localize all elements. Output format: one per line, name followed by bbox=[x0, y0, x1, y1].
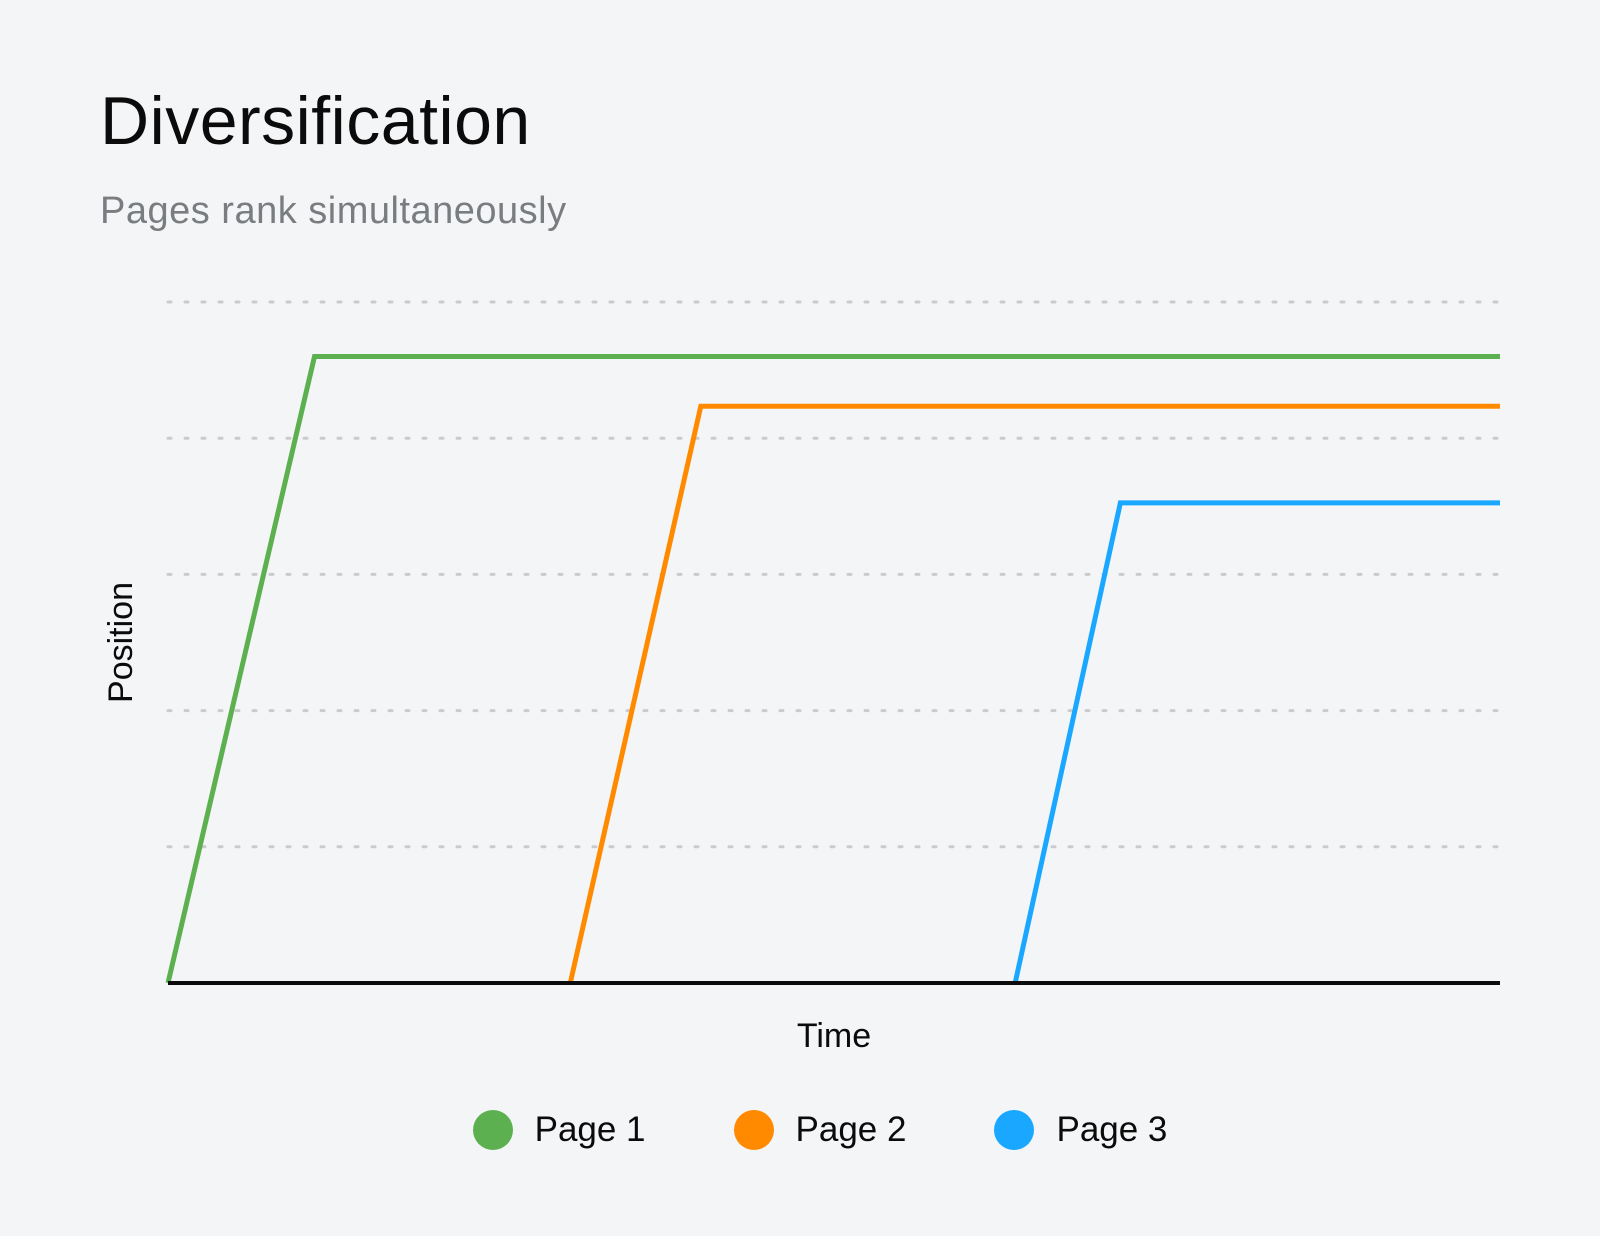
legend-item-page-3: Page 3 bbox=[994, 1110, 1167, 1150]
legend-label-page-1: Page 1 bbox=[534, 1110, 646, 1149]
legend-label-page-3: Page 3 bbox=[1056, 1110, 1168, 1149]
series-line-page-2 bbox=[567, 403, 1500, 984]
chart-title: Diversification bbox=[100, 83, 531, 159]
x-axis-title: Time bbox=[797, 1017, 871, 1055]
series-line-page-1 bbox=[165, 353, 1500, 984]
grid-lines bbox=[166, 300, 1502, 849]
legend-swatch-page-2 bbox=[733, 1110, 774, 1150]
y-axis-title: Position bbox=[102, 582, 140, 703]
legend-item-page-2: Page 2 bbox=[733, 1110, 907, 1150]
legend: Page 1 Page 2 Page 3 bbox=[20, 1110, 1600, 1150]
legend-swatch-page-1 bbox=[472, 1110, 513, 1150]
legend-label-page-2: Page 2 bbox=[795, 1110, 907, 1149]
legend-swatch-page-3 bbox=[994, 1110, 1035, 1150]
chart-subtitle: Pages rank simultaneously bbox=[100, 190, 567, 232]
series-line-page-3 bbox=[1012, 500, 1500, 984]
legend-item-page-1: Page 1 bbox=[472, 1110, 646, 1150]
series-lines bbox=[165, 353, 1500, 984]
